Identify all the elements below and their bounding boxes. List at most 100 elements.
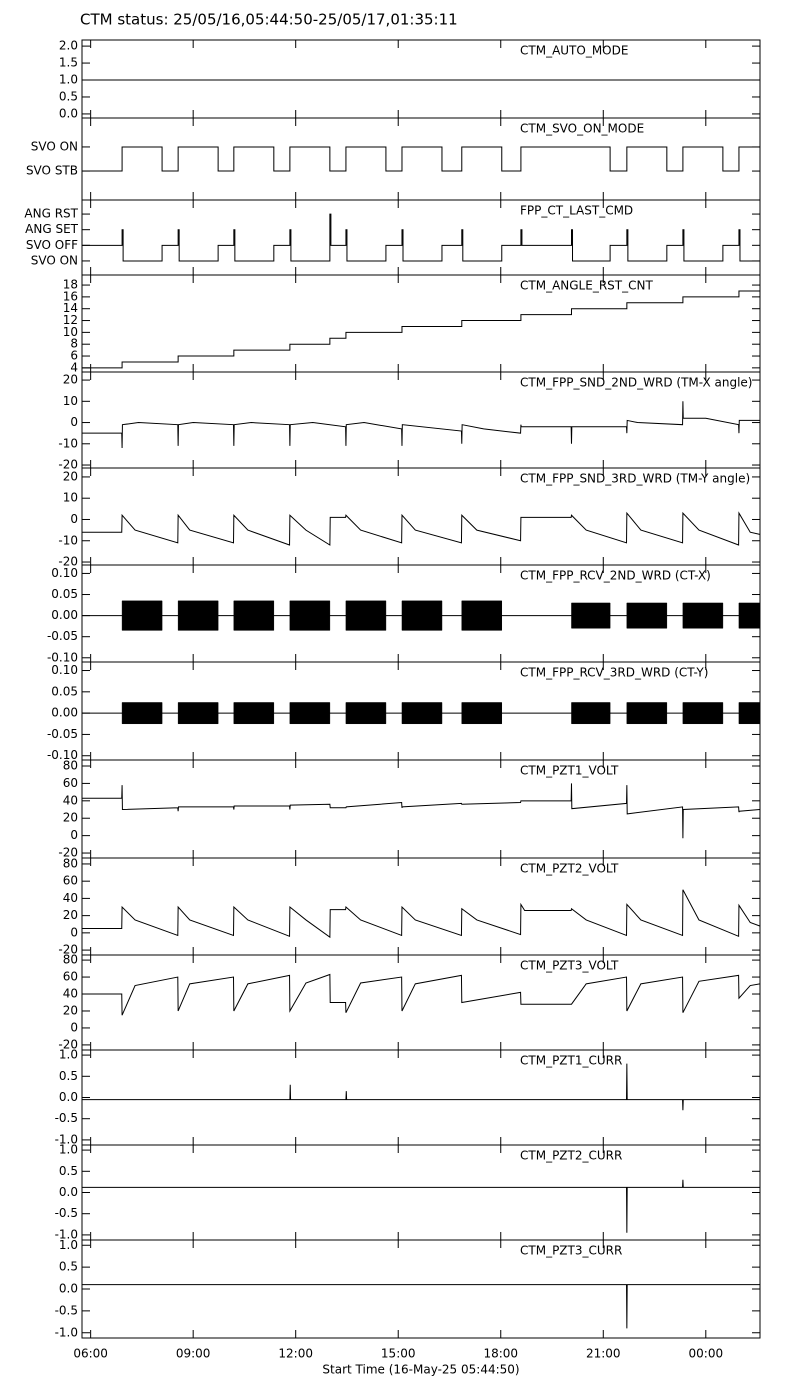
x-axis-label: Start Time (16-May-25 05:44:50) (322, 1363, 519, 1377)
y-tick-label: 0.0 (59, 1185, 78, 1199)
y-tick-label: 0.5 (59, 1260, 78, 1274)
y-tick-label: 4 (70, 360, 78, 374)
panel-label: CTM_AUTO_MODE (520, 44, 628, 58)
y-tick-label: 10 (63, 491, 78, 505)
y-tick-label: 0.5 (59, 1164, 78, 1178)
y-tick-label: -20 (58, 1037, 78, 1051)
x-tick-label: 15:00 (381, 1347, 416, 1361)
panel-frame (81, 857, 761, 956)
y-tick-label: -1.0 (55, 1325, 78, 1339)
y-tick-label: 60 (63, 970, 78, 984)
y-tick-label: -20 (58, 555, 78, 569)
panel-frame (81, 274, 761, 373)
panel-frame (81, 759, 761, 859)
y-tick-label: -20 (58, 846, 78, 860)
panel-frame (81, 117, 761, 201)
y-tick-label: 0.05 (51, 587, 78, 601)
y-tick-label: -0.10 (47, 748, 78, 762)
y-tick-label: 10 (63, 325, 78, 339)
y-tick-label: SVO ON (31, 139, 78, 153)
panel-label: CTM_PZT1_CURR (520, 1054, 622, 1068)
data-line (82, 889, 760, 939)
panel-frame (81, 39, 761, 119)
y-tick-label: SVO ON (31, 253, 78, 267)
data-line (82, 1063, 760, 1111)
y-tick-label: 80 (63, 759, 78, 773)
y-tick-label: 40 (63, 987, 78, 1001)
y-tick-label: 2.0 (59, 39, 78, 53)
panel-frame (81, 1239, 761, 1339)
data-line (82, 1179, 760, 1233)
panel-label: CTM_ANGLE_RST_CNT (520, 279, 653, 293)
panel-label: CTM_SVO_ON_MODE (520, 122, 644, 136)
y-tick-label: 0.05 (51, 684, 78, 698)
y-tick-label: -1.0 (55, 1227, 78, 1241)
y-tick-label: 1.0 (59, 1143, 78, 1157)
y-tick-label: -20 (58, 458, 78, 472)
panel-label: CTM_FPP_RCV_2ND_WRD (CT-X) (520, 569, 711, 583)
data-line (82, 973, 760, 1016)
panel-label: CTM_PZT1_VOLT (520, 764, 619, 778)
panel-frame (81, 1144, 761, 1241)
y-tick-label: 20 (63, 811, 78, 825)
y-tick-label: 0.5 (59, 1069, 78, 1083)
x-tick-label: 09:00 (176, 1347, 211, 1361)
y-tick-label: 12 (63, 313, 78, 327)
y-tick-label: 0 (70, 925, 78, 939)
y-tick-label: 80 (63, 953, 78, 967)
chart-title: CTM status: 25/05/16,05:44:50-25/05/17,0… (80, 11, 458, 29)
y-tick-label: 1.0 (59, 73, 78, 87)
y-tick-label: 0.00 (51, 608, 78, 622)
panel-label: FPP_CT_LAST_CMD (520, 204, 633, 218)
y-tick-label: 0 (70, 828, 78, 842)
y-tick-label: 6 (70, 349, 78, 363)
y-tick-label: -10 (58, 533, 78, 547)
y-tick-label: 1.5 (59, 56, 78, 70)
data-line (82, 511, 760, 546)
panel-frame (81, 1049, 761, 1146)
y-tick-label: -0.05 (47, 629, 78, 643)
y-tick-label: 60 (63, 776, 78, 790)
y-tick-label: -10 (58, 436, 78, 450)
y-tick-label: 8 (70, 337, 78, 351)
y-tick-label: 0.10 (51, 566, 78, 580)
data-line (82, 783, 760, 839)
y-tick-label: 0 (70, 512, 78, 526)
y-tick-label: ANG RST (24, 207, 78, 221)
y-tick-label: 0 (70, 415, 78, 429)
panel-frame (81, 954, 761, 1051)
y-tick-label: 20 (63, 469, 78, 483)
y-tick-label: -0.10 (47, 650, 78, 664)
y-tick-label: -0.05 (47, 727, 78, 741)
panel-label: CTM_PZT2_CURR (520, 1149, 622, 1163)
y-tick-label: 1.0 (59, 1048, 78, 1062)
x-tick-label: 06:00 (73, 1347, 108, 1361)
y-tick-label: 20 (63, 1003, 78, 1017)
panel-label: CTM_PZT3_VOLT (520, 959, 619, 973)
y-tick-label: 10 (63, 394, 78, 408)
data-line (82, 1284, 760, 1329)
y-tick-label: 0.00 (51, 706, 78, 720)
panel-label: CTM_PZT2_VOLT (520, 862, 619, 876)
y-tick-label: SVO OFF (26, 238, 78, 252)
x-tick-label: 21:00 (586, 1347, 621, 1361)
y-tick-label: 0 (70, 1020, 78, 1034)
y-tick-label: 20 (63, 373, 78, 387)
y-tick-label: 0.10 (51, 663, 78, 677)
y-tick-label: 16 (63, 289, 78, 303)
y-tick-label: 80 (63, 856, 78, 870)
y-tick-label: 0.0 (59, 1282, 78, 1296)
y-tick-label: 1.0 (59, 1238, 78, 1252)
y-tick-label: SVO STB (26, 164, 78, 178)
y-tick-label: -0.5 (55, 1303, 78, 1317)
panel-label: CTM_FPP_RCV_3RD_WRD (CT-Y) (520, 666, 708, 680)
y-tick-label: 60 (63, 874, 78, 888)
panel-frame (81, 199, 761, 276)
data-line (82, 146, 760, 172)
y-tick-label: 20 (63, 908, 78, 922)
data-line (82, 290, 760, 369)
y-tick-label: 0.0 (59, 106, 78, 120)
panel-label: CTM_FPP_SND_2ND_WRD (TM-X angle) (520, 376, 753, 390)
y-tick-label: 14 (63, 301, 78, 315)
